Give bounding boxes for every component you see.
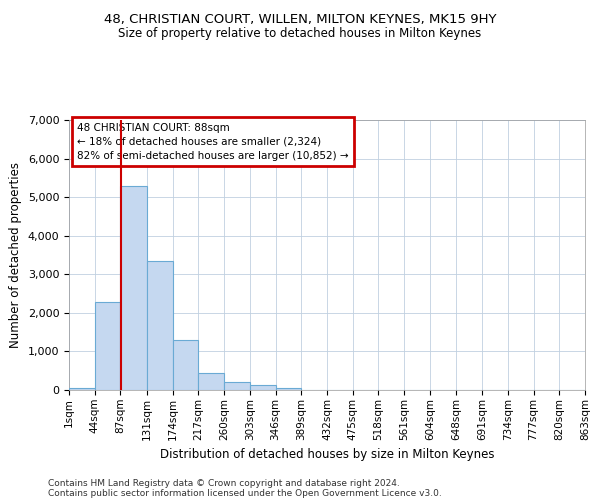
- Text: Contains public sector information licensed under the Open Government Licence v3: Contains public sector information licen…: [48, 488, 442, 498]
- X-axis label: Distribution of detached houses by size in Milton Keynes: Distribution of detached houses by size …: [160, 448, 494, 461]
- Bar: [121, 186, 147, 390]
- Text: 48 CHRISTIAN COURT: 88sqm
← 18% of detached houses are smaller (2,324)
82% of se: 48 CHRISTIAN COURT: 88sqm ← 18% of detac…: [77, 122, 349, 160]
- Bar: [95, 302, 121, 390]
- Bar: [275, 388, 301, 390]
- Bar: [147, 261, 173, 390]
- Bar: [198, 373, 224, 390]
- Bar: [173, 340, 198, 390]
- Text: Contains HM Land Registry data © Crown copyright and database right 2024.: Contains HM Land Registry data © Crown c…: [48, 478, 400, 488]
- Text: 48, CHRISTIAN COURT, WILLEN, MILTON KEYNES, MK15 9HY: 48, CHRISTIAN COURT, WILLEN, MILTON KEYN…: [104, 12, 496, 26]
- Bar: [250, 385, 275, 390]
- Text: Size of property relative to detached houses in Milton Keynes: Size of property relative to detached ho…: [118, 28, 482, 40]
- Bar: [224, 382, 250, 390]
- Bar: [69, 388, 95, 390]
- Y-axis label: Number of detached properties: Number of detached properties: [9, 162, 22, 348]
